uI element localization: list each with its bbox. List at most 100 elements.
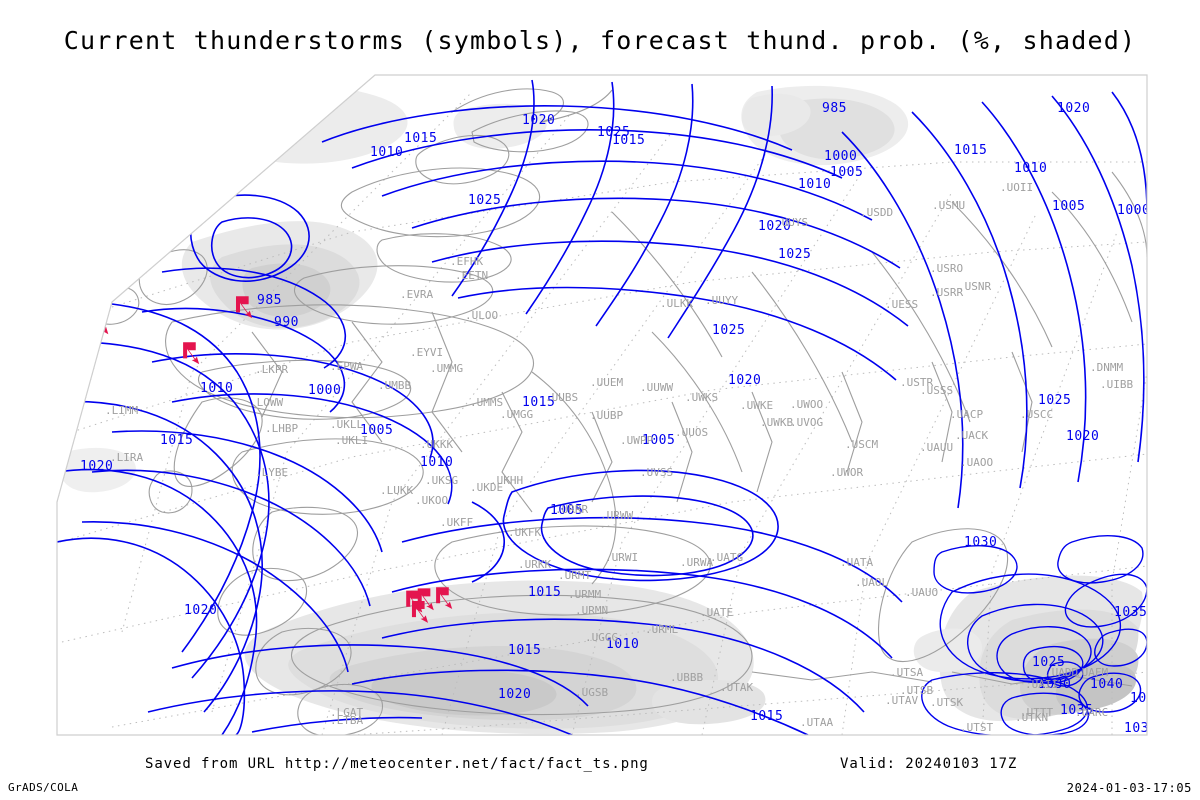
svg-text:.UUYY: .UUYY	[705, 294, 738, 307]
svg-text:1010: 1010	[370, 145, 403, 160]
svg-text:.USSS: .USSS	[920, 384, 953, 397]
svg-text:1035: 1035	[1114, 605, 1147, 620]
thunderstorm-symbol[interactable]	[130, 251, 147, 274]
svg-text:.UAUO: .UAUO	[905, 586, 938, 599]
svg-text:.UWKS: .UWKS	[685, 391, 718, 404]
source-url-text: Saved from URL http://meteocenter.net/fa…	[145, 756, 649, 772]
svg-text:1015: 1015	[750, 709, 783, 724]
svg-text:1030: 1030	[964, 535, 997, 550]
svg-text:.UMMS: .UMMS	[470, 396, 503, 409]
svg-text:1015: 1015	[160, 433, 193, 448]
svg-text:.UUEM: .UUEM	[590, 376, 623, 389]
map-frame	[56, 74, 1148, 736]
svg-text:.UAUU: .UAUU	[920, 441, 953, 454]
svg-text:.UWOR: .UWOR	[830, 466, 863, 479]
svg-text:.UAOO: .UAOO	[960, 456, 993, 469]
svg-text:.UTTT: .UTTT	[1020, 706, 1053, 719]
svg-text:.USDD: .USDD	[860, 206, 893, 219]
svg-text:.UUWW: .UUWW	[640, 381, 673, 394]
svg-text:.USRR: .USRR	[930, 286, 963, 299]
svg-text:.UADD: .UADD	[1045, 666, 1078, 679]
svg-text:.UKSG: .UKSG	[425, 474, 458, 487]
svg-text:1020: 1020	[522, 113, 555, 128]
svg-text:1005: 1005	[360, 423, 393, 438]
svg-text:1020: 1020	[728, 373, 761, 388]
svg-text:1020: 1020	[758, 219, 791, 234]
svg-text:.UKKK: .UKKK	[420, 438, 453, 451]
svg-text:.UACK: .UACK	[955, 429, 988, 442]
svg-text:.UUYS: .UUYS	[775, 216, 808, 229]
svg-text:.UOII: .UOII	[1000, 181, 1033, 194]
svg-text:.USCC: .USCC	[1020, 408, 1053, 421]
map-canvas[interactable]: 1020 985 1020 1025 1015 1015 1010 1000 1…	[52, 72, 1148, 738]
svg-text:.UVSS: .UVSS	[640, 466, 673, 479]
svg-text:.LIMM: .LIMM	[105, 404, 138, 417]
svg-text:1010: 1010	[1014, 161, 1047, 176]
probability-shading	[60, 85, 1143, 735]
svg-text:1015: 1015	[508, 643, 541, 658]
svg-text:.EETN: .EETN	[455, 269, 488, 282]
svg-text:.EYVI: .EYVI	[410, 346, 443, 359]
svg-text:.UTKN: .UTKN	[1015, 711, 1048, 724]
svg-text:.UUBP: .UUBP	[590, 409, 623, 422]
svg-text:1020: 1020	[184, 603, 217, 618]
svg-text:1000: 1000	[824, 149, 857, 164]
svg-text:.UTAV: .UTAV	[885, 694, 918, 707]
svg-text:.URMM: .URMM	[568, 588, 601, 601]
isobars	[57, 79, 1147, 735]
svg-text:.EPWA: .EPWA	[330, 360, 363, 373]
svg-text:.UIBB: .UIBB	[1100, 378, 1133, 391]
svg-text:.UGGG: .UGGG	[585, 631, 618, 644]
svg-text:.DNMM: .DNMM	[1090, 361, 1123, 374]
svg-text:1030: 1030	[1124, 721, 1148, 736]
producer-text: GrADS/COLA	[8, 781, 79, 794]
svg-text:.UUBS: .UUBS	[545, 391, 578, 404]
svg-text:.UGSB: .UGSB	[575, 686, 608, 699]
svg-text:.UTSK: .UTSK	[930, 696, 963, 709]
svg-text:.UARC: .UARC	[1075, 706, 1108, 719]
svg-text:.URWA: .URWA	[680, 556, 713, 569]
svg-text:.URRR: .URRR	[555, 503, 588, 516]
svg-text:.ULOO: .ULOO	[465, 309, 498, 322]
svg-text:1010: 1010	[200, 381, 233, 396]
svg-text:.LTBA: .LTBA	[330, 714, 363, 727]
svg-text:.UTAA: .UTAA	[800, 716, 833, 729]
svg-text:.URML: .URML	[645, 623, 678, 636]
svg-text:.USTR: .USTR	[900, 376, 933, 389]
svg-text:1010: 1010	[798, 177, 831, 192]
svg-text:1005: 1005	[1052, 199, 1085, 214]
svg-text:.UBBB: .UBBB	[670, 671, 703, 684]
svg-text:1015: 1015	[404, 131, 437, 146]
station-labels: .EFHK.EETN .ULOO .EVRA .ULKK .UUYY .UESS .U…	[105, 181, 1133, 734]
svg-text:.URWW: .URWW	[600, 509, 633, 522]
svg-text:.UMBB: .UMBB	[378, 379, 411, 392]
svg-text:.URKK: .URKK	[518, 558, 551, 571]
svg-text:.UWOO: .UWOO	[790, 398, 823, 411]
svg-text:.UKLI: .UKLI	[335, 434, 368, 447]
svg-text:.UATA: .UATA	[840, 556, 873, 569]
svg-text:1015: 1015	[528, 585, 561, 600]
svg-text:1025: 1025	[468, 193, 501, 208]
svg-text:.LKPR: .LKPR	[255, 363, 288, 376]
svg-text:.USRO: .USRO	[930, 262, 963, 275]
svg-text:.USMU: .USMU	[932, 199, 965, 212]
svg-text:.URMN: .URMN	[575, 604, 608, 617]
svg-text:.UAOL: .UAOL	[855, 576, 888, 589]
svg-text:.UKHH: .UKHH	[490, 474, 523, 487]
weather-map[interactable]: 1020 985 1020 1025 1015 1015 1010 1000 1…	[52, 72, 1148, 738]
svg-text:1020: 1020	[1066, 429, 1099, 444]
svg-text:.UWKB: .UWKB	[760, 416, 793, 429]
svg-text:.UVOG: .UVOG	[790, 416, 823, 429]
svg-text:1025: 1025	[1130, 691, 1148, 706]
svg-text:.EFHK: .EFHK	[450, 255, 483, 268]
isobar-labels: 1020 985 1020 1025 1015 1015 1010 1000 1…	[80, 101, 1148, 736]
svg-text:.UACP: .UACP	[950, 408, 983, 421]
svg-text:1010: 1010	[420, 455, 453, 470]
svg-text:.UTST: .UTST	[960, 721, 993, 734]
svg-text:.UAFM: .UAFM	[1075, 666, 1108, 679]
svg-text:.UKFK: .UKFK	[508, 526, 541, 539]
svg-text:1025: 1025	[1038, 393, 1071, 408]
svg-text:.UKDE: .UKDE	[470, 481, 503, 494]
svg-text:1015: 1015	[522, 395, 555, 410]
